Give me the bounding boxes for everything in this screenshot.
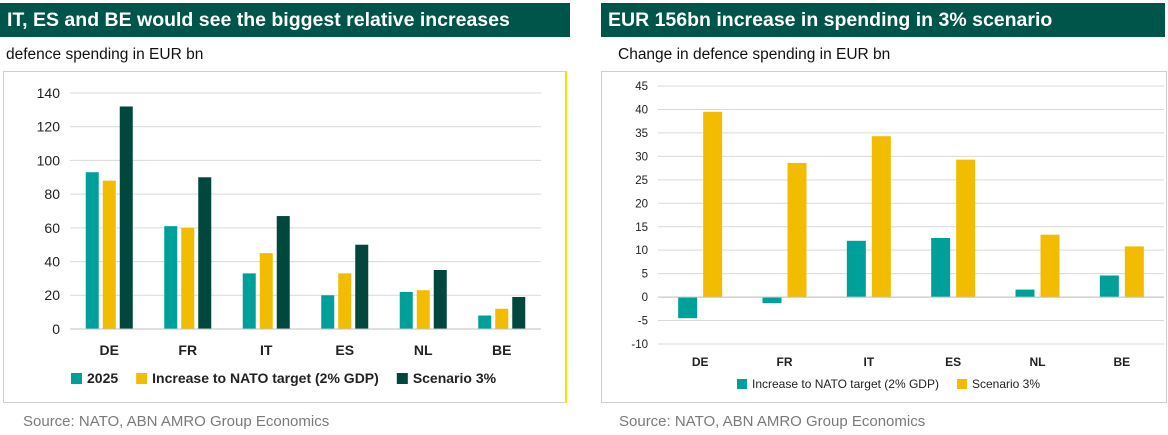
left-panel: IT, ES and BE would see the biggest rela…	[0, 0, 570, 435]
right-bar-es-series2	[956, 159, 976, 298]
right-legend-label-2: Scenario 3%	[972, 377, 1040, 391]
left-y-tick-label: 0	[52, 321, 60, 337]
right-bar-it-series1	[846, 240, 866, 298]
left-bar-be-series3	[512, 296, 526, 329]
right-chart-title: EUR 156bn increase in spending in 3% sce…	[601, 3, 1165, 37]
left-y-tick-label: 20	[44, 287, 60, 303]
left-bar-fr-series1	[164, 226, 178, 329]
right-bar-be-series2	[1124, 246, 1144, 298]
left-bar-fr-series3	[198, 177, 212, 329]
left-legend-label-2: Increase to NATO target (2% GDP)	[152, 370, 379, 386]
right-x-category-label: FR	[777, 355, 793, 369]
left-x-category-label: FR	[178, 342, 197, 358]
right-bar-fr-series1	[762, 297, 782, 304]
left-chart-subtitle: defence spending in EUR bn	[6, 46, 204, 63]
right-chart-subtitle: Change in defence spending in EUR bn	[618, 46, 891, 63]
left-legend-swatch-3	[396, 373, 408, 384]
right-y-tick-label: 25	[635, 175, 648, 187]
left-chart-frame: 0 20 40 60 80 100 120 140 DE FR IT ES NL BE 2025 Increa…	[3, 71, 567, 403]
left-bar-de-series2	[102, 180, 116, 329]
right-y-tick-label: -5	[638, 316, 648, 328]
right-bar-de-series2	[703, 111, 723, 298]
right-legend-swatch-2	[956, 379, 967, 389]
left-bar-es-series1	[321, 295, 335, 329]
left-bar-es-series2	[338, 273, 352, 329]
left-y-tick-label: 120	[37, 119, 61, 135]
right-x-category-label: BE	[1113, 355, 1130, 369]
right-bar-nl-series2	[1040, 234, 1060, 298]
right-bar-es-series1	[931, 237, 951, 298]
left-y-tick-label: 100	[37, 152, 61, 168]
left-y-tick-label: 80	[44, 186, 60, 202]
left-bar-nl-series2	[416, 290, 430, 329]
right-panel: EUR 156bn increase in spending in 3% sce…	[601, 0, 1168, 435]
left-chart-title: IT, ES and BE would see the biggest rela…	[0, 3, 570, 37]
left-legend-label-3: Scenario 3%	[413, 370, 497, 386]
right-chart-frame: -10 -5 0 5 10 15 20 25 30 35 40 45 DE FR IT ES NL BE Incre…	[601, 71, 1167, 403]
left-legend-swatch-2	[136, 373, 148, 384]
right-y-tick-label: 30	[635, 151, 648, 163]
left-y-tick-label: 140	[37, 85, 61, 101]
left-y-tick-label: 40	[44, 253, 60, 269]
right-y-tick-label: 0	[642, 292, 648, 304]
right-y-tick-label: -10	[631, 339, 648, 351]
left-bar-it-series1	[242, 273, 256, 329]
right-bar-be-series1	[1099, 275, 1119, 298]
right-y-tick-label: 5	[642, 269, 648, 281]
right-source-note: Source: NATO, ABN AMRO Group Economics	[619, 413, 926, 430]
right-y-tick-label: 10	[635, 245, 648, 257]
left-source-note: Source: NATO, ABN AMRO Group Economics	[23, 413, 330, 430]
right-bar-it-series2	[871, 136, 891, 298]
left-bar-chart: 0 20 40 60 80 100 120 140 DE FR IT ES NL BE 2025 Increa…	[37, 85, 541, 386]
right-x-category-label: DE	[692, 355, 709, 369]
left-x-category-label: DE	[100, 342, 119, 358]
left-bar-de-series3	[119, 106, 133, 329]
left-x-category-label: ES	[335, 342, 354, 358]
right-legend-swatch-1	[737, 379, 747, 389]
left-bar-nl-series1	[399, 291, 413, 329]
left-x-category-label: NL	[414, 342, 433, 358]
right-bar-de-series1	[678, 297, 698, 319]
right-x-category-label: NL	[1030, 355, 1046, 369]
left-bar-it-series2	[259, 253, 273, 329]
right-legend-label-1: Increase to NATO target (2% GDP)	[752, 377, 939, 391]
right-bar-fr-series2	[787, 162, 807, 298]
left-bar-be-series2	[495, 308, 509, 329]
left-bar-be-series1	[478, 315, 492, 329]
right-bar-nl-series1	[1015, 289, 1035, 298]
left-bar-de-series1	[85, 172, 99, 329]
left-bar-it-series3	[276, 216, 290, 329]
right-y-tick-label: 45	[635, 81, 648, 93]
left-legend-swatch-1	[71, 373, 82, 384]
right-y-tick-label: 40	[635, 104, 648, 116]
right-x-category-label: IT	[863, 355, 874, 369]
left-bar-es-series3	[355, 244, 369, 329]
left-bar-nl-series3	[433, 270, 447, 329]
right-x-category-label: ES	[945, 355, 961, 369]
left-x-category-label: BE	[492, 342, 511, 358]
left-y-tick-label: 60	[44, 220, 60, 236]
right-bar-chart: -10 -5 0 5 10 15 20 25 30 35 40 45 DE FR IT ES NL BE Incre…	[631, 81, 1164, 391]
left-legend-label-1: 2025	[87, 370, 118, 386]
left-bar-fr-series2	[181, 227, 195, 329]
right-y-tick-label: 20	[635, 198, 648, 210]
right-y-tick-label: 15	[635, 222, 648, 234]
left-x-category-label: IT	[260, 342, 273, 358]
right-y-tick-label: 35	[635, 128, 648, 140]
